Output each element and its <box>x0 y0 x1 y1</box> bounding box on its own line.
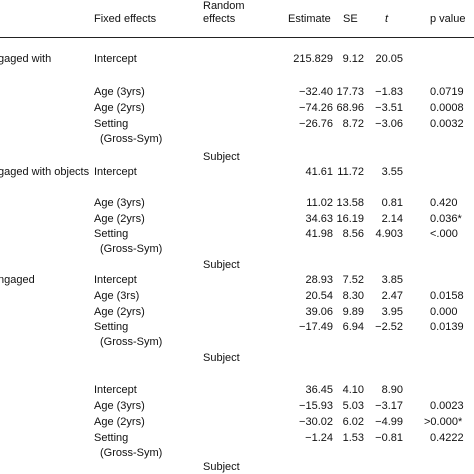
fixed-effect: Intercept <box>94 166 137 178</box>
header-estimate: Estimate <box>288 13 331 25</box>
fixed-effect-continuation: (Gross-Sym) <box>100 243 163 255</box>
fixed-effect: Setting <box>94 432 129 444</box>
header-t: t <box>385 13 389 25</box>
estimate-cell: 41.98 <box>305 228 333 240</box>
t-cell: −3.17 <box>375 400 403 412</box>
header-random-line1: Random <box>203 0 245 12</box>
fixed-effect: Age (3yrs) <box>94 197 145 209</box>
t-cell: 20.05 <box>375 53 403 65</box>
estimate-cell: 39.06 <box>305 306 333 318</box>
estimate-cell: −15.93 <box>299 400 333 412</box>
se-cell: 68.96 <box>336 102 364 114</box>
se-cell: 6.02 <box>342 416 364 428</box>
p-cell: 0.0023 <box>430 400 464 412</box>
estimate-cell: 28.93 <box>305 274 333 286</box>
header-rule <box>0 37 474 38</box>
estimate-cell: 215.829 <box>293 53 333 65</box>
random-effect-subject: Subject <box>203 352 240 364</box>
t-cell: 3.85 <box>381 274 403 286</box>
p-cell: >0.000* <box>424 416 463 428</box>
t-cell: −0.81 <box>375 432 403 444</box>
estimate-cell: 34.63 <box>305 213 333 225</box>
fixed-effect: Setting <box>94 118 129 130</box>
p-cell: 0.0008 <box>430 102 464 114</box>
t-cell: −1.83 <box>375 86 403 98</box>
estimate-cell: −74.26 <box>299 102 333 114</box>
fixed-effect-continuation: (Gross-Sym) <box>100 133 163 145</box>
t-cell: 8.90 <box>381 384 403 396</box>
se-cell: 8.30 <box>342 290 364 302</box>
estimate-cell: 20.54 <box>305 290 333 302</box>
header-p-value: p value <box>430 13 466 25</box>
se-cell: 7.52 <box>342 274 364 286</box>
fixed-effect: Setting <box>94 321 129 333</box>
se-cell: 8.56 <box>342 228 364 240</box>
se-cell: 17.73 <box>336 86 364 98</box>
header-random-line2: effects <box>203 13 236 25</box>
estimate-cell: 36.45 <box>305 384 333 396</box>
fixed-effect: Age (3rs) <box>94 290 140 302</box>
group-label: gaged with <box>0 53 52 65</box>
fixed-effect: Age (2yrs) <box>94 306 145 318</box>
se-cell: 9.12 <box>342 53 364 65</box>
p-cell: 0.000 <box>430 306 458 318</box>
fixed-effect: Intercept <box>94 274 137 286</box>
se-cell: 4.10 <box>342 384 364 396</box>
p-cell: <.000 <box>430 228 458 240</box>
se-cell: 13.58 <box>336 197 364 209</box>
fixed-effect: Age (3yrs) <box>94 86 145 98</box>
fixed-effect-continuation: (Gross-Sym) <box>100 336 163 348</box>
fixed-effect: Age (3yrs) <box>94 400 145 412</box>
t-cell: 0.81 <box>381 197 403 209</box>
estimate-cell: −30.02 <box>299 416 333 428</box>
se-cell: 1.53 <box>342 432 364 444</box>
group-label: gaged with objects <box>0 166 90 178</box>
t-cell: −3.51 <box>375 102 403 114</box>
estimate-cell: −1.24 <box>305 432 333 444</box>
p-cell: 0.0719 <box>430 86 464 98</box>
fixed-effect: Age (2yrs) <box>94 416 145 428</box>
header-fixed-effects: Fixed effects <box>94 13 157 25</box>
se-cell: 16.19 <box>336 213 364 225</box>
t-cell: −4.99 <box>375 416 403 428</box>
random-effect-subject: Subject <box>203 151 240 163</box>
t-cell: −3.06 <box>375 118 403 130</box>
t-cell: 4.903 <box>375 228 403 240</box>
estimate-cell: −17.49 <box>299 321 333 333</box>
p-cell: 0.420 <box>430 197 458 209</box>
se-cell: 11.72 <box>337 166 364 178</box>
estimate-cell: −26.76 <box>299 118 333 130</box>
se-cell: 9.89 <box>342 306 364 318</box>
fixed-effect: Intercept <box>94 384 137 396</box>
t-cell: 3.95 <box>381 306 403 318</box>
t-cell: −2.52 <box>375 321 403 333</box>
group-label: ngaged <box>0 274 35 286</box>
fixed-effect-continuation: (Gross-Sym) <box>100 447 163 459</box>
se-cell: 6.94 <box>342 321 364 333</box>
random-effect-subject: Subject <box>203 259 240 271</box>
p-cell: 0.0032 <box>430 118 464 130</box>
estimate-cell: 41.61 <box>305 166 333 178</box>
estimate-cell: −32.40 <box>299 86 333 98</box>
t-cell: 2.47 <box>381 290 403 302</box>
t-cell: 3.55 <box>381 166 403 178</box>
p-cell: 0.0139 <box>430 321 464 333</box>
se-cell: 5.03 <box>342 400 364 412</box>
p-cell: 0.036* <box>430 213 462 225</box>
fixed-effect: Intercept <box>94 53 137 65</box>
fixed-effect: Setting <box>94 228 129 240</box>
fixed-effect: Age (2yrs) <box>94 213 145 225</box>
p-cell: 0.0158 <box>430 290 464 302</box>
random-effect-subject: Subject <box>203 461 240 473</box>
p-cell: 0.4222 <box>430 432 464 444</box>
fixed-effect: Age (2yrs) <box>94 102 145 114</box>
estimate-cell: 11.02 <box>306 197 333 209</box>
header-se: SE <box>343 13 358 25</box>
se-cell: 8.72 <box>342 118 364 130</box>
t-cell: 2.14 <box>381 213 403 225</box>
